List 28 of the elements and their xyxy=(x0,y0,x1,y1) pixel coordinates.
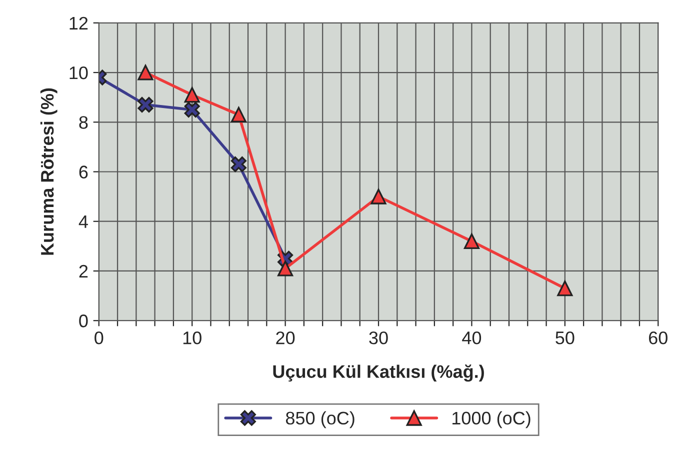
y-tick-label: 4 xyxy=(78,215,88,228)
legend-label: 850 (oC) xyxy=(286,411,354,428)
x-tick-label: 50 xyxy=(556,331,574,344)
y-tick-label: 12 xyxy=(70,16,88,30)
x-tick-label: 30 xyxy=(369,331,388,344)
point xyxy=(557,280,573,296)
y-axis-title: Kuruma Rötresi (%) xyxy=(40,88,58,255)
x-axis-title: Uçucu Kül Katkısı (%ağ.) xyxy=(273,364,484,382)
x-tick-label: 60 xyxy=(649,331,668,344)
point xyxy=(370,188,386,204)
point xyxy=(138,96,154,113)
y-tick-label: 10 xyxy=(70,66,88,80)
x-tick-label: 20 xyxy=(276,331,295,344)
y-tick-label: 2 xyxy=(79,264,88,278)
legend-label: 1000 (oC) xyxy=(452,411,530,428)
y-tick-label: 6 xyxy=(79,166,88,178)
point xyxy=(138,64,154,80)
x-tick-label: 0 xyxy=(94,331,104,344)
y-tick-label: 0 xyxy=(79,314,88,328)
point xyxy=(464,233,480,249)
point xyxy=(278,260,294,276)
point xyxy=(184,87,200,103)
y-tick-label: 8 xyxy=(79,116,88,129)
point xyxy=(184,102,200,118)
x-tick-label: 10 xyxy=(183,331,202,344)
point xyxy=(230,156,246,172)
x-tick-label: 40 xyxy=(462,331,482,344)
point xyxy=(230,106,246,122)
